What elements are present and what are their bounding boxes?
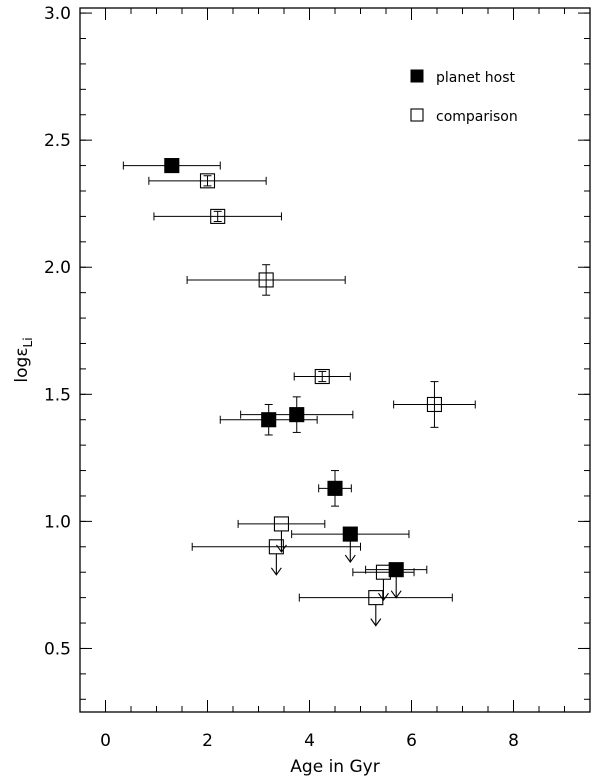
comparison-point bbox=[148, 173, 267, 189]
comparison-marker bbox=[375, 564, 392, 580]
comparison-marker bbox=[268, 539, 284, 555]
y-tick-label: 1.5 bbox=[44, 385, 71, 405]
planet-host-marker bbox=[342, 526, 358, 542]
x-tick-label: 2 bbox=[202, 731, 213, 751]
data-points bbox=[122, 158, 476, 627]
axis-ticks bbox=[79, 8, 591, 712]
planet-host-point bbox=[122, 158, 221, 174]
comparison-point bbox=[237, 516, 326, 553]
y-axis-label-main: logε bbox=[12, 347, 32, 382]
planet-host-marker bbox=[164, 158, 180, 174]
planet-host-marker bbox=[261, 412, 277, 428]
legend-marker-planet-host bbox=[410, 69, 424, 83]
planet-host-marker bbox=[289, 407, 305, 423]
comparison-point bbox=[393, 381, 476, 428]
comparison-marker bbox=[258, 272, 274, 288]
y-tick-label: 2.0 bbox=[44, 258, 71, 278]
y-tick-label: 3.0 bbox=[44, 4, 71, 24]
y-tick-label: 0.5 bbox=[44, 639, 71, 659]
legend-label-planet-host: planet host bbox=[436, 70, 516, 86]
comparison-marker bbox=[199, 173, 216, 189]
planet-host-marker bbox=[327, 480, 343, 496]
comparison-point bbox=[191, 539, 361, 576]
comparison-marker bbox=[368, 590, 384, 606]
legend: planet host comparison bbox=[410, 69, 518, 125]
planet-host-point bbox=[318, 470, 352, 507]
comparison-point bbox=[293, 368, 351, 385]
y-axis-label: logεLi bbox=[12, 337, 35, 382]
comparison-upper-limit-arrowhead bbox=[378, 592, 389, 602]
x-tick-label: 8 bbox=[508, 731, 519, 751]
comparison-marker bbox=[273, 516, 290, 532]
x-tick-label: 4 bbox=[304, 731, 315, 751]
planet-host-marker bbox=[388, 562, 404, 578]
x-tick-label: 0 bbox=[100, 731, 111, 751]
comparison-upper-limit-arrowhead bbox=[270, 567, 282, 576]
y-tick-label: 2.5 bbox=[44, 131, 71, 151]
comparison-marker bbox=[314, 368, 330, 385]
comparison-upper-limit-arrowhead bbox=[370, 618, 382, 627]
planet-host-point bbox=[240, 396, 354, 433]
x-tick-label: 6 bbox=[406, 731, 417, 751]
planet-host-point bbox=[291, 526, 410, 564]
comparison-point bbox=[298, 590, 453, 627]
y-axis-label-subscript: Li bbox=[21, 337, 35, 347]
legend-marker-comparison bbox=[410, 108, 424, 122]
comparison-marker bbox=[426, 396, 443, 413]
comparison-point bbox=[153, 208, 282, 224]
planet-host-upper-limit-arrowhead bbox=[344, 554, 356, 564]
comparison-marker bbox=[210, 208, 226, 224]
comparison-point bbox=[352, 564, 415, 602]
axis-tick-labels: 0 2 4 6 8 0.5 1.0 1.5 2.0 2.5 3.0 bbox=[44, 4, 519, 751]
x-axis-label: Age in Gyr bbox=[290, 757, 379, 777]
legend-label-comparison: comparison bbox=[436, 109, 518, 125]
planet-host-point bbox=[365, 562, 428, 599]
comparison-point bbox=[186, 264, 346, 296]
y-tick-label: 1.0 bbox=[44, 512, 71, 532]
